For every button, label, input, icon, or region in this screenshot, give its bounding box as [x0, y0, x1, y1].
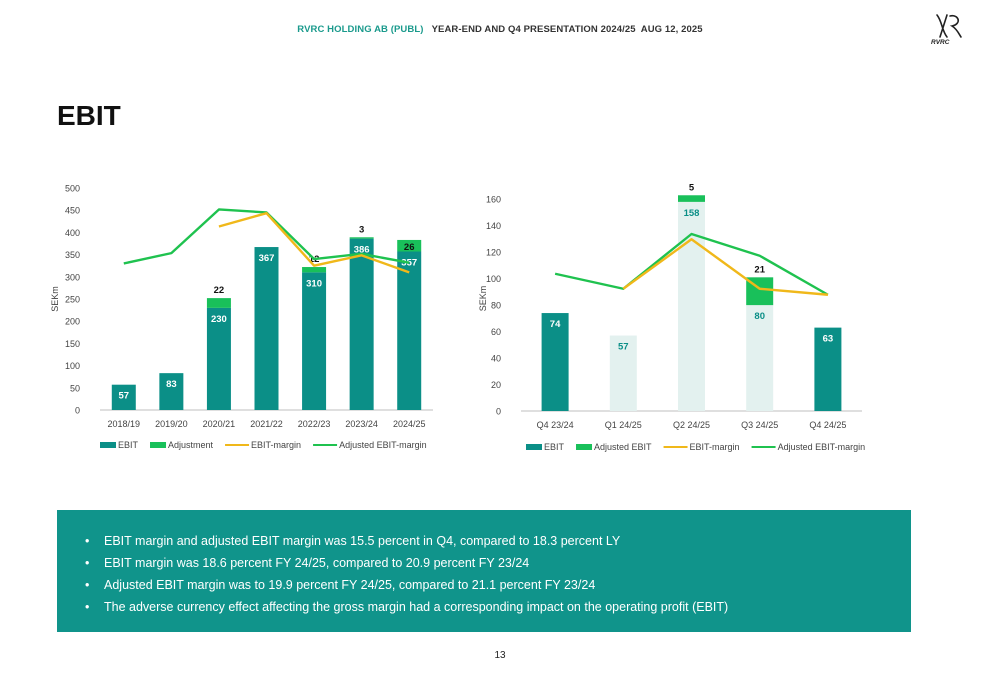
summary-bullet: Adjusted EBIT margin was to 19.9 percent… [85, 574, 911, 596]
x-tick-label: 2022/23 [298, 419, 331, 429]
y-tick-label: 80 [491, 301, 501, 311]
header-presentation: YEAR-END AND Q4 PRESENTATION 2024/25 [431, 24, 636, 35]
ebit-data-label: 367 [259, 253, 275, 264]
ebit-data-label: 57 [118, 391, 129, 402]
x-tick-label: 2019/20 [155, 419, 188, 429]
ebit-data-label: 310 [306, 278, 322, 289]
ebit-data-label: 386 [354, 245, 370, 256]
ebit-data-label: 357 [401, 257, 417, 268]
ebit-bar [746, 305, 774, 411]
adjustment-data-label: 22 [214, 285, 225, 296]
x-tick-label: Q1 24/25 [605, 420, 642, 430]
adjustment-data-label: 5 [689, 182, 695, 193]
adjustment-data-label: 26 [404, 242, 415, 253]
legend-label: Adjustment [168, 440, 214, 450]
legend-swatch [526, 444, 542, 450]
ebit-bar [254, 247, 279, 410]
legend-label: EBIT [118, 440, 139, 450]
adjustment-data-label: 21 [754, 264, 765, 275]
summary-bullet: EBIT margin and adjusted EBIT margin was… [85, 530, 911, 552]
legend-label: EBIT-margin [690, 442, 740, 452]
summary-list: EBIT margin and adjusted EBIT margin was… [57, 510, 911, 618]
ebit-bar [349, 238, 374, 410]
y-tick-label: 350 [65, 250, 80, 260]
x-tick-label: 2024/25 [393, 419, 426, 429]
y-tick-label: 500 [65, 184, 80, 194]
ebit-bar [814, 327, 842, 411]
y-tick-label: 400 [65, 228, 80, 238]
logo-text: RVRC [931, 39, 950, 46]
legend-swatch [576, 444, 593, 450]
page-number: 13 [494, 650, 506, 661]
y-tick-label: 40 [491, 354, 501, 364]
x-tick-label: 2021/22 [250, 419, 283, 429]
rvrc-logo-icon: RVRC [931, 14, 962, 46]
ebit-bar [541, 313, 569, 411]
y-tick-label: 200 [65, 317, 80, 327]
adjusted-ebit-margin-line [554, 232, 829, 296]
annual-ebit-chart: 0501001502002503003504004505000%5%10%15%… [50, 184, 433, 450]
adjustment-bar [349, 237, 374, 239]
ebit-bar [206, 307, 231, 410]
y-tick-label: 450 [65, 206, 80, 216]
legend-label: Adjusted EBIT [594, 442, 652, 452]
summary-bullet: EBIT margin was 18.6 percent FY 24/25, c… [85, 552, 911, 574]
legend-label: Adjusted EBIT-margin [778, 442, 866, 452]
y-tick-label: 150 [65, 339, 80, 349]
y-tick-label: 20 [491, 380, 501, 390]
legend-swatch [100, 442, 116, 448]
x-tick-label: Q2 24/25 [673, 420, 710, 430]
ebit-data-label: 230 [211, 314, 227, 325]
y-tick-label: 50 [70, 383, 80, 393]
ebit-margin-line [218, 211, 410, 274]
ebit-data-label: 57 [618, 342, 629, 353]
x-tick-label: Q3 24/25 [741, 420, 778, 430]
y-tick-label: 250 [65, 295, 80, 305]
ebit-data-label: 63 [823, 334, 834, 345]
ebit-data-label: 158 [684, 208, 700, 219]
x-tick-label: 2018/19 [108, 419, 141, 429]
y-tick-label: 0 [75, 406, 80, 416]
y-tick-label: 160 [486, 195, 501, 205]
x-tick-label: Q4 24/25 [809, 420, 846, 430]
adjustment-bar [397, 239, 422, 252]
header-date: AUG 12, 2025 [640, 24, 703, 35]
adjustment-data-label: 3 [359, 224, 364, 235]
ebit-data-label: 80 [754, 311, 765, 322]
legend-swatch [150, 442, 167, 448]
summary-box: EBIT margin and adjusted EBIT margin was… [57, 510, 911, 632]
adjustment-bar [302, 267, 327, 273]
legend-label: EBIT [544, 442, 565, 452]
quarterly-ebit-chart: 0204060801001201401600%5%10%15%20%25%30%… [478, 182, 866, 452]
x-tick-label: 2020/21 [203, 419, 236, 429]
y-tick-label: 60 [491, 327, 501, 337]
ebit-bar [302, 272, 327, 410]
presentation-header: RVRC HOLDING AB (PUBL) YEAR-END AND Q4 P… [0, 24, 1000, 35]
ebit-bar [111, 384, 136, 410]
y-tick-label: 0 [496, 407, 501, 417]
y-axis-label: SEKm [478, 286, 488, 312]
ebit-bar [609, 335, 637, 411]
summary-bullet: The adverse currency effect affecting th… [85, 596, 911, 618]
y-tick-label: 100 [65, 361, 80, 371]
ebit-bar [159, 373, 184, 410]
legend-label: EBIT-margin [251, 440, 301, 450]
header-company: RVRC HOLDING AB (PUBL) [297, 24, 424, 35]
ebit-bar [397, 251, 422, 410]
y-axis-label: SEKm [50, 286, 60, 312]
y-tick-label: 300 [65, 272, 80, 282]
y-tick-label: 140 [486, 221, 501, 231]
adjustment-bar [678, 195, 705, 202]
y-tick-label: 100 [486, 274, 501, 284]
ebit-data-label: 74 [550, 319, 561, 330]
x-tick-label: 2023/24 [345, 419, 378, 429]
ebit-margin-line [622, 238, 829, 296]
page-title: EBIT [57, 100, 121, 131]
x-tick-label: Q4 23/24 [537, 420, 574, 430]
y-tick-label: 120 [486, 248, 501, 258]
adjustment-bar [206, 298, 231, 308]
ebit-data-label: 83 [166, 379, 177, 390]
legend-label: Adjusted EBIT-margin [339, 440, 427, 450]
